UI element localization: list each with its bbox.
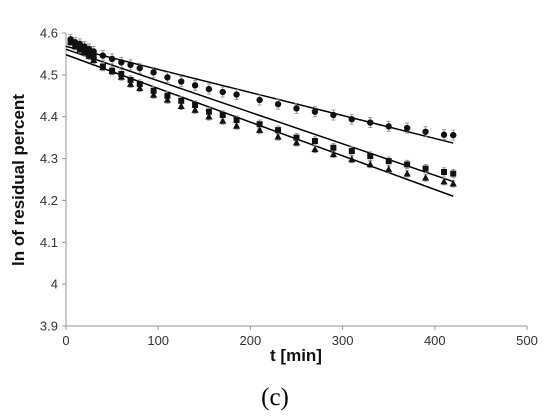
square-series-point [422,165,429,172]
circle-series-point [233,91,240,98]
square-series-point [233,117,240,124]
square-series-point [275,127,282,134]
triangle-series-point [85,52,93,59]
y-tick-label: 4.5 [40,67,58,82]
data-points [67,36,457,187]
circle-series-point [164,74,171,81]
square-series-point [441,168,448,175]
triangle-series-point [232,122,241,129]
square-series-point [136,81,143,88]
circle-series-point [330,111,337,119]
x-tick-label: 300 [332,333,354,348]
triangle-series-point [292,138,301,146]
circle-series-point [205,85,213,93]
triangle-series-point [329,150,337,158]
circle-series-point [367,119,374,126]
x-tick-label: 0 [62,333,69,348]
circle-series-point [90,48,97,55]
circle-series-point [274,100,282,108]
triangle-series-point [90,56,98,64]
triangle-series-point [366,160,374,168]
triangle-series-point [136,84,144,92]
circle-series-point [422,128,429,135]
circle-series-point [385,123,392,130]
square-series-point [330,144,337,151]
y-tick-label: 4.1 [40,235,58,250]
triangle-series-point [177,102,185,110]
y-tick-label: 3.9 [40,319,58,334]
x-tick-label: 500 [516,333,538,348]
triangle-series-point [449,179,457,187]
circle-series-point [450,131,457,139]
square-series-point [385,158,392,165]
x-tick-label: 400 [424,333,446,348]
square-series-point [164,92,171,99]
triangle-series-point [205,112,213,120]
triangle-series-point [71,42,79,50]
square-series-point [367,153,374,160]
triangle-series-point [99,63,107,71]
y-axis-title: ln of residual percent [9,94,28,266]
square-series-point [311,137,318,144]
circle-series-point [127,61,134,69]
circle-series-point [99,52,107,59]
y-tick-label: 4.3 [40,151,58,166]
square-series-point [293,134,300,141]
triangle-series-point [163,96,172,103]
circle-series-point [136,64,143,72]
triangle-series-point [256,126,264,133]
triangle-series-point [311,145,319,153]
triangle-series-point [76,45,84,53]
circle-series-point [118,59,125,66]
square-series-point [127,76,134,83]
triangle-series-point [108,67,116,75]
triangle-series-point [80,48,89,56]
square-series-point [178,97,185,104]
triangle-series-point [274,133,282,140]
y-tick-label: 4.6 [40,26,58,41]
axis-ticks: 0 100 200 300 400 500 3.9 4 4.1 4.2 4.3 4.4 4.5 4.6 [40,26,538,349]
circle-series-point [440,131,448,138]
triangle-series-point [117,73,125,80]
circle-series-point [108,55,116,63]
panel-label: (c) [261,384,289,411]
x-axis-title: t [min] [270,346,322,365]
triangle-series-point [403,169,411,177]
y-tick-label: 4.4 [40,109,58,124]
y-tick-label: 4 [51,277,58,292]
circle-series-point [348,116,356,123]
triangle-series-point [348,155,356,163]
y-tick-label: 4.2 [40,193,58,208]
triangle-series-point [126,80,135,87]
square-series-point [256,121,263,128]
x-tick-label: 100 [147,333,169,348]
circle-series-point [403,124,411,132]
triangle-series-point [219,117,227,124]
triangle-series-point [67,38,75,46]
x-tick-label: 200 [240,333,262,348]
circle-series-point [150,69,157,76]
square-series-point [219,112,226,119]
square-series-point [192,101,199,108]
square-series-point [150,87,157,94]
error-bars [68,33,456,188]
circle-series-point [256,96,263,104]
triangle-series-point [191,106,199,113]
circle-series-point [178,78,185,85]
square-series-point [404,161,411,168]
triangle-series-point [385,165,393,173]
square-series-trend-line [65,48,454,183]
circle-series-point [191,82,199,89]
triangle-series-point [421,174,430,181]
circle-series-point [311,108,319,115]
triangle-series-point [440,177,448,185]
square-series-point [450,170,457,177]
square-series-point [205,108,212,115]
circle-series-point [219,88,226,96]
square-series-point [348,148,355,155]
circle-series-point [293,105,300,112]
triangle-series-point [149,91,158,98]
